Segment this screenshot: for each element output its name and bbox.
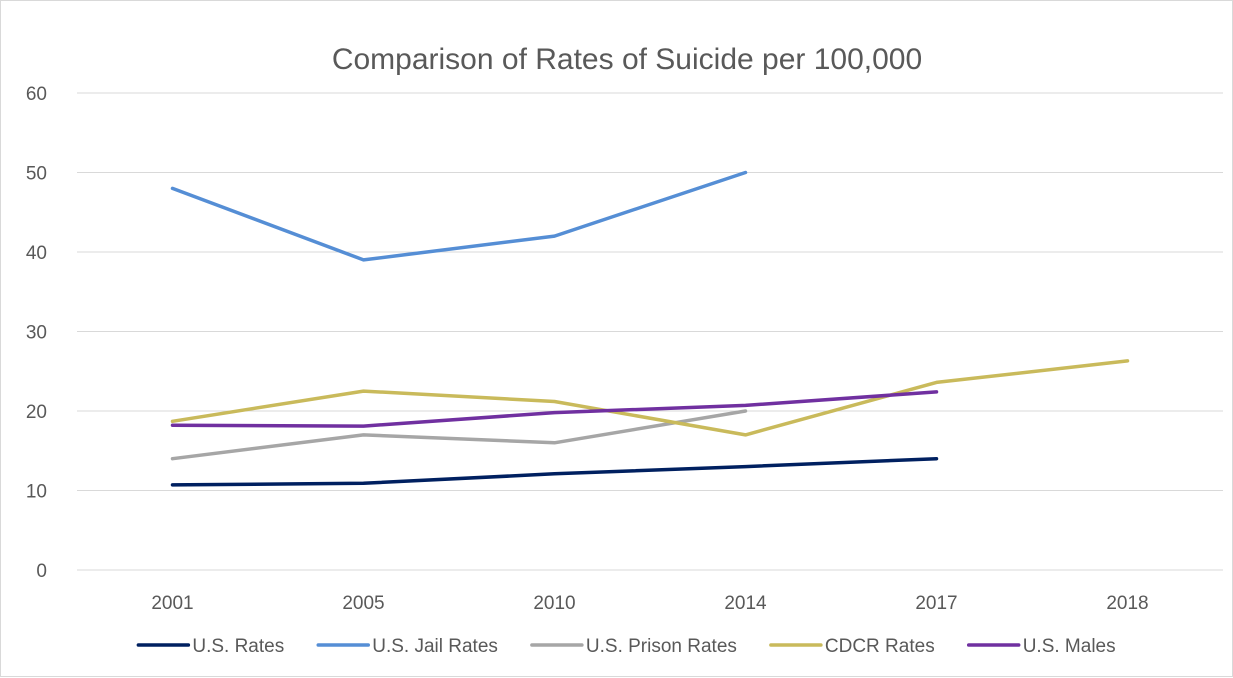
legend-item: CDCR Rates bbox=[769, 636, 935, 657]
series-line-u-s-rates bbox=[170, 456, 939, 487]
x-axis-tick-labels: 2001 2005 2010 2014 2017 2018 bbox=[151, 593, 1148, 614]
legend-label: CDCR Rates bbox=[825, 636, 935, 657]
y-tick-label: 30 bbox=[26, 323, 47, 344]
legend-label: U.S. Males bbox=[1023, 636, 1116, 657]
chart-title: Comparison of Rates of Suicide per 100,0… bbox=[332, 43, 922, 76]
legend-label: U.S. Rates bbox=[192, 636, 284, 657]
x-tick-label: 2005 bbox=[342, 593, 384, 614]
series-lines bbox=[170, 170, 1130, 487]
y-tick-label: 40 bbox=[26, 243, 47, 264]
y-tick-label: 10 bbox=[26, 482, 47, 503]
y-tick-label: 50 bbox=[26, 164, 47, 185]
legend-item: U.S. Males bbox=[966, 636, 1116, 657]
legend-item: U.S. Rates bbox=[136, 636, 284, 657]
x-tick-label: 2001 bbox=[151, 593, 193, 614]
y-tick-label: 60 bbox=[26, 84, 47, 105]
series-line-u-s-prison-rates bbox=[170, 409, 748, 461]
series-line-u-s-males bbox=[170, 390, 939, 428]
series-line-cdcr-rates bbox=[170, 359, 1130, 437]
x-tick-label: 2018 bbox=[1106, 593, 1148, 614]
y-tick-label: 0 bbox=[36, 561, 47, 582]
x-tick-label: 2010 bbox=[533, 593, 575, 614]
legend-label: U.S. Jail Rates bbox=[372, 636, 498, 657]
x-tick-label: 2017 bbox=[915, 593, 957, 614]
series-line-u-s-jail-rates bbox=[170, 170, 748, 262]
gridlines bbox=[77, 92, 1223, 571]
legend-item: U.S. Jail Rates bbox=[316, 636, 498, 657]
x-tick-label: 2014 bbox=[724, 593, 767, 614]
y-axis-tick-labels: 0 10 20 30 40 50 60 bbox=[26, 84, 47, 582]
y-tick-label: 20 bbox=[26, 402, 47, 423]
legend-label: U.S. Prison Rates bbox=[586, 636, 737, 657]
legend: U.S. Rates U.S. Jail Rates U.S. Prison Rat… bbox=[136, 636, 1116, 657]
legend-item: U.S. Prison Rates bbox=[530, 636, 737, 657]
